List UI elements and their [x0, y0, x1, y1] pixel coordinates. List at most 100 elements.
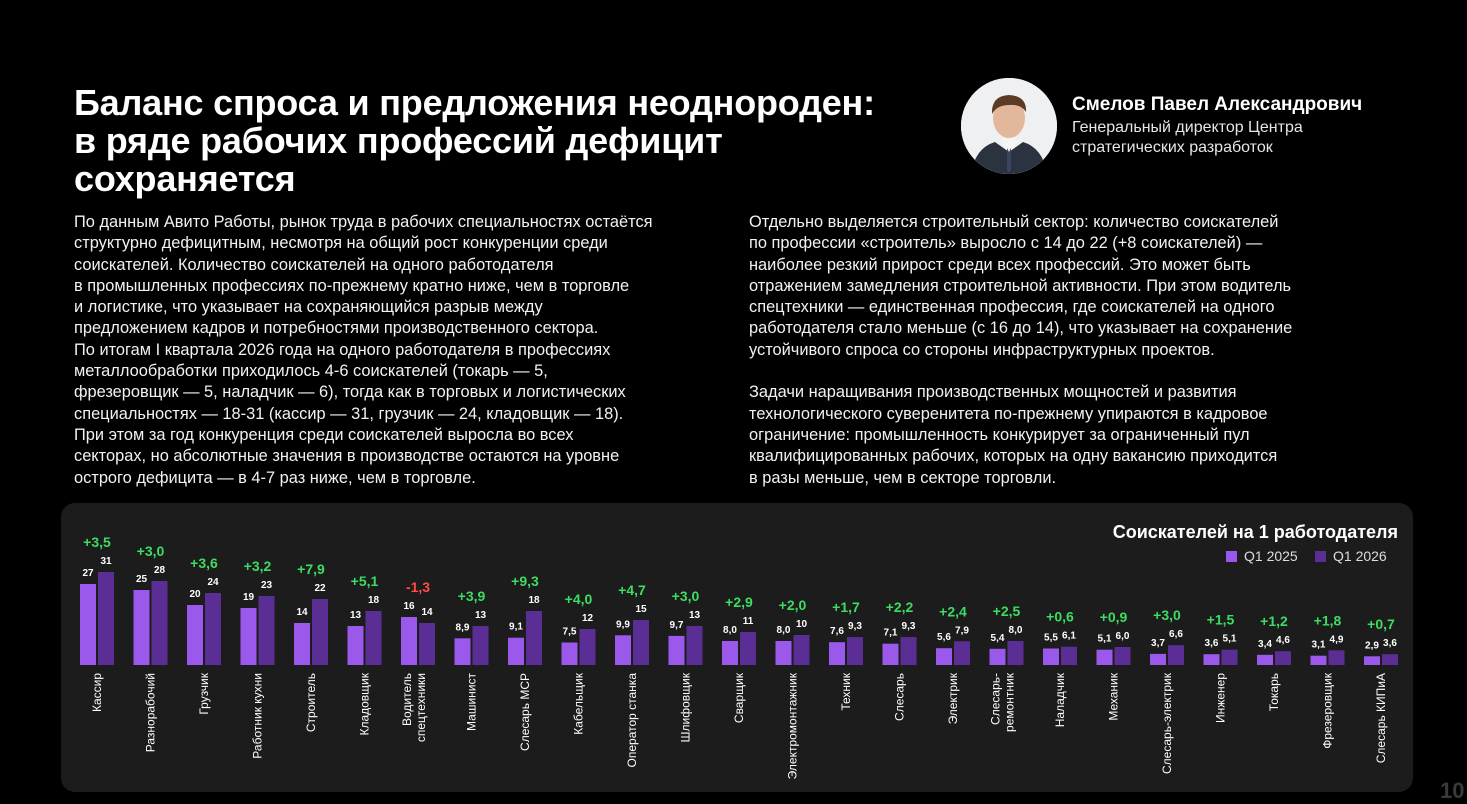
- bar-q1-2026: [1168, 645, 1184, 665]
- data-label-q1-2025: 5,6: [937, 632, 951, 643]
- text-line: ограничение: промышленность конкурирует …: [749, 425, 1250, 444]
- category-label-line: Слесарь-электрик: [1160, 672, 1174, 774]
- data-label-q1-2026: 6,6: [1169, 629, 1183, 640]
- category-label: Техник: [839, 672, 853, 710]
- data-label-q1-2025: 3,6: [1205, 638, 1219, 649]
- data-label-q1-2025: 3,1: [1312, 640, 1326, 651]
- category-label: Механик: [1107, 672, 1121, 720]
- bar-q1-2026: [526, 611, 542, 665]
- person-role-line: Генеральный директор Центра: [1072, 119, 1303, 136]
- bar-q1-2026: [847, 637, 863, 665]
- bar-q1-2026: [258, 596, 275, 665]
- data-label-q1-2025: 16: [403, 601, 415, 612]
- change-label: +3,0: [1153, 607, 1181, 623]
- title-line: сохраняется: [74, 158, 296, 199]
- category-label-line: Электромонтажник: [786, 672, 800, 779]
- category-label-line: Фрезеровщик: [1321, 672, 1335, 749]
- category-label-line: Шлифовщик: [679, 672, 693, 742]
- data-label-q1-2026: 9,3: [902, 621, 916, 632]
- change-label: -1,3: [406, 579, 430, 595]
- text-line: в разы меньше, чем в секторе торговли.: [749, 468, 1057, 487]
- change-label: +1,2: [1260, 613, 1288, 629]
- change-label: +4,0: [565, 591, 593, 607]
- data-label-q1-2025: 7,5: [563, 627, 577, 638]
- bar-q1-2025: [1096, 649, 1113, 665]
- person-name: Смелов Павел Александрович: [1072, 94, 1363, 115]
- legend-q1-2025: Q1 2025: [1226, 548, 1298, 564]
- bar-q1-2026: [151, 581, 168, 665]
- change-label: +4,7: [618, 582, 646, 598]
- text-line: Отдельно выделяется строительный сектор:…: [749, 213, 1279, 231]
- change-label: +1,8: [1314, 612, 1342, 628]
- change-label: +5,1: [351, 573, 379, 589]
- change-label: +3,5: [83, 534, 111, 550]
- bar-q1-2025: [401, 617, 417, 665]
- category-label: Оператор станка: [625, 673, 639, 768]
- change-label: +0,7: [1367, 616, 1395, 632]
- bar-q1-2025: [240, 608, 257, 665]
- change-label: +0,9: [1100, 609, 1128, 625]
- bar-q1-2025: [294, 623, 310, 665]
- bar-q1-2026: [740, 632, 756, 665]
- category-label-line: Водитель: [400, 673, 414, 726]
- chart-title: Соискателей на 1 работодателя: [1112, 522, 1398, 542]
- change-label: +3,6: [190, 555, 218, 571]
- person-role-line: стратегических разработок: [1072, 139, 1273, 156]
- data-label-q1-2026: 6,1: [1062, 631, 1076, 642]
- text-line: соискателей. Количество соискателей на о…: [74, 255, 554, 274]
- data-label-q1-2025: 7,6: [830, 626, 844, 637]
- category-label: Слесарь-электрик: [1160, 672, 1174, 774]
- data-label-q1-2025: 2,9: [1365, 640, 1379, 651]
- bar-q1-2025: [829, 642, 845, 665]
- text-line: отражением замедления строительной актив…: [749, 276, 1292, 295]
- data-label-q1-2026: 11: [743, 616, 754, 627]
- change-label: +3,2: [244, 558, 272, 574]
- bar-q1-2025: [187, 605, 203, 665]
- bar-q1-2025: [508, 637, 524, 665]
- category-label: Слесарь КИПиА: [1374, 673, 1388, 763]
- category-label: Работник кухни: [251, 673, 265, 759]
- data-label-q1-2026: 22: [314, 583, 326, 594]
- change-label: +2,4: [939, 603, 967, 619]
- bar-q1-2026: [472, 626, 489, 665]
- category-label: Кладовщик: [358, 672, 372, 735]
- category-label-line: Кабельщик: [572, 672, 586, 735]
- bar-q1-2025: [454, 638, 471, 665]
- category-label: Водительспецтехники: [400, 673, 428, 742]
- category-label-line: Кладовщик: [358, 672, 372, 735]
- bar-q1-2026: [1007, 641, 1024, 665]
- category-label: Кассир: [90, 673, 104, 712]
- data-label-q1-2025: 19: [243, 592, 255, 603]
- text-line: технологического суверенитета по-прежнем…: [749, 404, 1268, 423]
- data-label-q1-2026: 13: [475, 610, 487, 621]
- text-line: По данным Авито Работы, рынок труда в ра…: [74, 213, 653, 231]
- change-label: +9,3: [511, 573, 539, 589]
- category-label: Слесарь МСР: [518, 673, 532, 751]
- bar-q1-2025: [1203, 654, 1220, 665]
- text-line: предложением кадров и потребностями прои…: [74, 319, 599, 338]
- page-title: Баланс спроса и предложения неоднороден:…: [74, 84, 934, 198]
- bar-q1-2026: [900, 637, 917, 665]
- bar-q1-2026: [793, 635, 810, 665]
- bar-q1-2026: [954, 641, 970, 665]
- data-label-q1-2026: 4,9: [1330, 634, 1344, 645]
- data-label-q1-2025: 5,5: [1044, 633, 1058, 644]
- change-label: +7,9: [297, 561, 325, 577]
- data-label-q1-2025: 13: [350, 610, 362, 621]
- person-role: Генеральный директор Центра стратегическ…: [1072, 118, 1303, 158]
- text-line: специальностях — 18-31 (кассир — 31, гру…: [74, 404, 624, 423]
- bar-q1-2026: [312, 599, 328, 665]
- category-label-line: Техник: [839, 672, 853, 710]
- data-label-q1-2025: 8,9: [456, 622, 470, 633]
- data-label-q1-2026: 3,6: [1383, 638, 1397, 649]
- data-label-q1-2025: 9,7: [670, 620, 684, 631]
- bar-q1-2025: [1257, 654, 1273, 665]
- text-line: структурно дефицитным, несмотря на общий…: [74, 234, 608, 253]
- right-text-column: Отдельно выделяется строительный сектор:…: [749, 212, 1292, 489]
- bar-q1-2026: [1221, 649, 1238, 665]
- change-label: +2,0: [779, 597, 807, 613]
- category-label: Разнорабочий: [144, 673, 158, 752]
- bar-q1-2026: [98, 572, 114, 665]
- category-label: Грузчик: [197, 672, 211, 714]
- category-label: Кабельщик: [572, 672, 586, 735]
